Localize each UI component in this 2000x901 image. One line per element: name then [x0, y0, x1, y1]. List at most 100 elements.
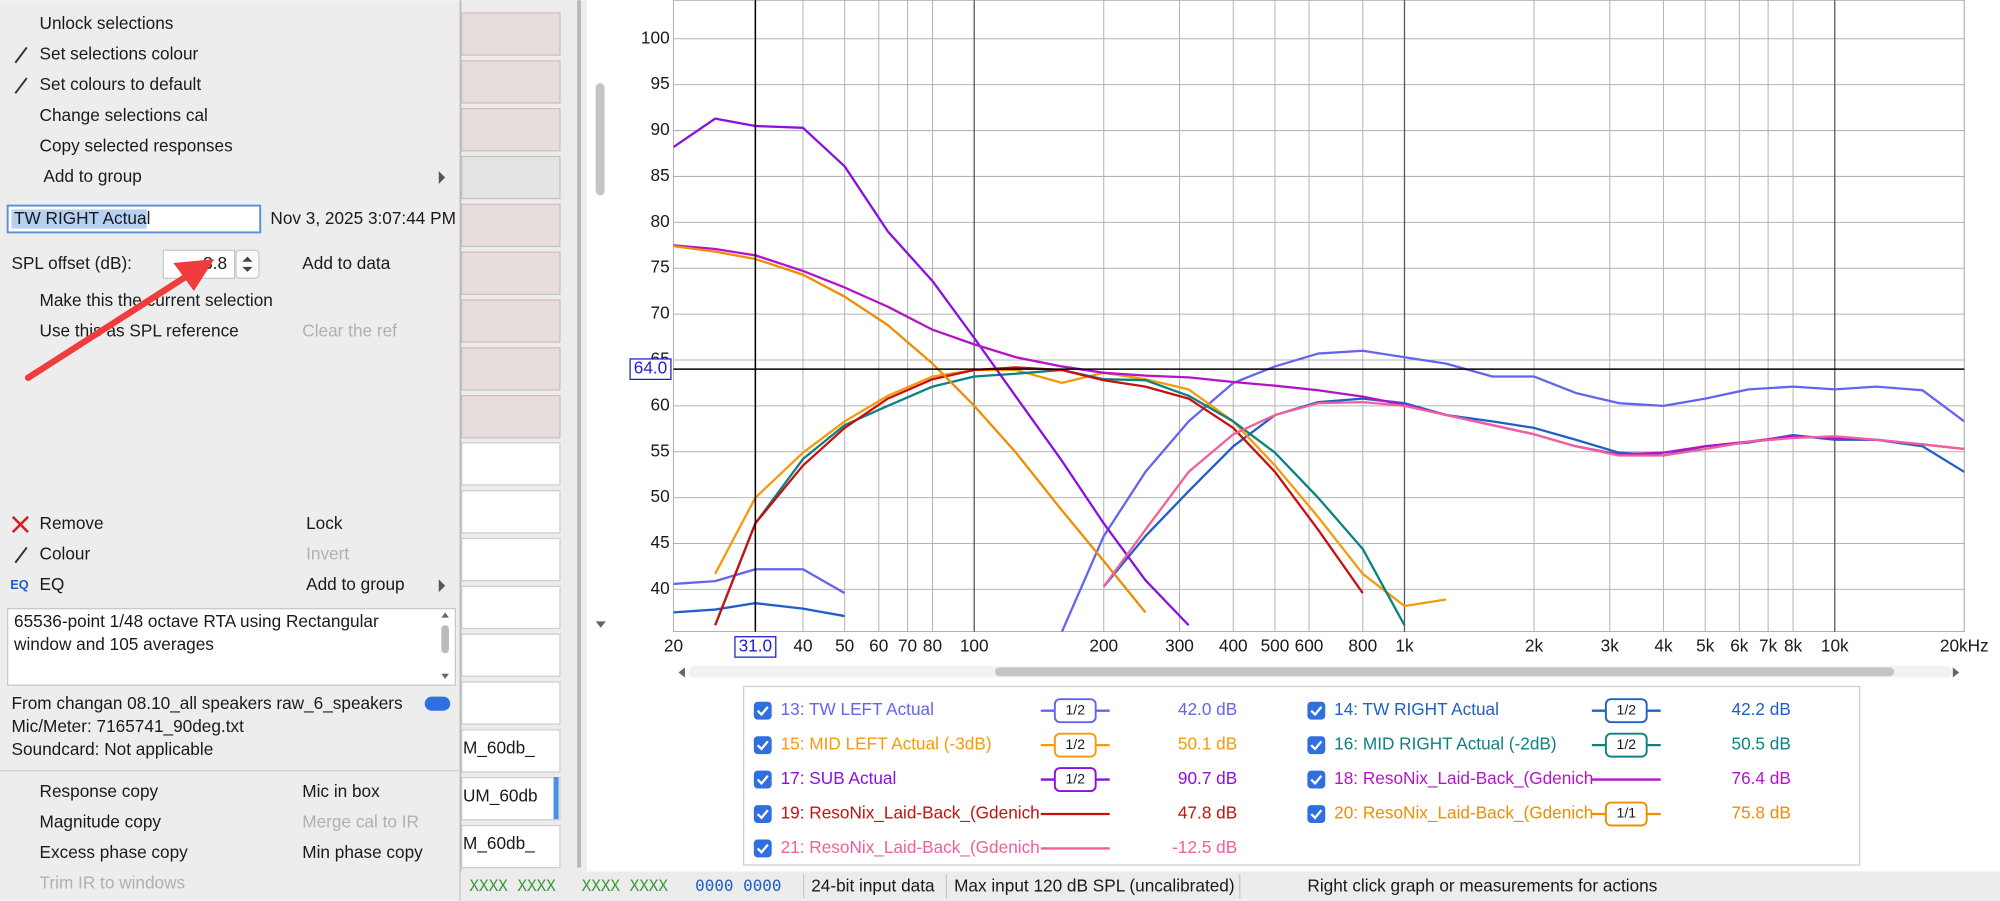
smoothing-label: 1/2 — [1617, 701, 1637, 717]
v-scroll-arrow[interactable] — [595, 621, 606, 628]
x-tick-label: 2k — [1525, 635, 1544, 655]
add-to-data-button[interactable]: Add to data — [302, 253, 390, 273]
legend-name[interactable]: 21: ResoNix_Laid-Back_(Gdenich — [781, 837, 1040, 857]
legend-level: 76.4 dB — [1732, 768, 1791, 788]
name-field-text[interactable]: TW RIGHT Actual — [14, 208, 150, 228]
legend-checkbox[interactable] — [753, 736, 772, 755]
legend-name[interactable]: 17: SUB Actual — [781, 768, 897, 788]
legend-level: 75.8 dB — [1732, 803, 1791, 823]
x-tick-label: 20 — [664, 635, 683, 655]
menu-item[interactable]: Lock — [306, 513, 343, 533]
menu-item[interactable]: Change selections cal — [40, 105, 208, 125]
smoothing-box[interactable] — [1604, 698, 1648, 724]
notes-box[interactable] — [7, 608, 456, 686]
menu-item[interactable]: Unlock selections — [40, 13, 174, 33]
menu-item[interactable]: Make this the current selection — [40, 290, 273, 310]
menu-item[interactable]: Use this as SPL reference — [40, 320, 239, 340]
list-row-label[interactable]: UM_60db — [463, 785, 538, 805]
menu-item[interactable]: Set selections colour — [40, 44, 199, 64]
legend-checkbox[interactable] — [1307, 701, 1326, 720]
list-row[interactable] — [461, 490, 561, 534]
notes-scroll-thumb[interactable] — [441, 625, 449, 654]
list-row-label[interactable]: M_60db_ — [463, 833, 535, 853]
check-mark — [1310, 775, 1323, 786]
smoothing-box[interactable] — [1604, 732, 1648, 758]
list-row[interactable] — [461, 251, 561, 295]
list-row[interactable] — [461, 585, 561, 630]
list-row[interactable] — [461, 729, 561, 773]
legend-name[interactable]: 13: TW LEFT Actual — [781, 699, 934, 719]
legend-checkbox[interactable] — [1307, 805, 1326, 823]
legend-checkbox[interactable] — [753, 805, 772, 823]
menu-item[interactable]: Mic in box — [302, 781, 380, 801]
x-tick-label: 400 — [1219, 635, 1248, 655]
legend-checkbox[interactable] — [1307, 770, 1326, 789]
legend-checkbox[interactable] — [753, 770, 772, 789]
legend-name[interactable]: 20: ResoNix_Laid-Back_(Gdenich — [1334, 803, 1593, 823]
spinner[interactable] — [235, 249, 260, 279]
list-row[interactable] — [461, 442, 561, 486]
menu-item[interactable]: Merge cal to IR — [302, 811, 419, 831]
legend-name[interactable]: 19: ResoNix_Laid-Back_(Gdenich — [781, 803, 1040, 823]
list-row[interactable] — [461, 60, 561, 104]
legend-level: 50.5 dB — [1732, 734, 1791, 754]
annotation-arrowhead — [173, 259, 215, 292]
list-row[interactable] — [461, 537, 561, 582]
list-row[interactable] — [461, 777, 561, 821]
smoothing-box[interactable] — [1053, 698, 1097, 724]
list-row[interactable] — [461, 824, 561, 869]
v-scroll-thumb[interactable] — [595, 83, 605, 196]
x-tick-label: 100 — [960, 635, 989, 655]
legend-checkbox[interactable] — [753, 839, 772, 858]
x-tick-label: 50 — [835, 635, 854, 655]
panel-content: TW RIGHT Actual Nov 3, 2025 3:07:44 PM S… — [0, 13, 461, 893]
legend-name[interactable]: 16: MID RIGHT Actual (-2dB) — [1334, 734, 1556, 754]
menu-item[interactable]: Excess phase copy — [40, 842, 189, 862]
menu-item[interactable]: Trim IR to windows — [40, 873, 186, 893]
y-tick-label: 85 — [651, 165, 670, 185]
h-scroll-thumb[interactable] — [994, 667, 1895, 677]
list-row[interactable] — [461, 108, 561, 152]
smoothing-box[interactable] — [1604, 801, 1648, 827]
menu-item[interactable]: Magnitude copy — [40, 811, 162, 831]
legend-checkbox[interactable] — [1307, 736, 1326, 755]
menu-item[interactable]: Set colours to default — [40, 74, 202, 94]
menu-item[interactable]: Add to group — [43, 166, 142, 186]
x-tick-label: 60 — [869, 635, 888, 655]
legend-name[interactable]: 18: ResoNix_Laid-Back_(Gdenich — [1334, 768, 1593, 788]
menu-item[interactable]: Copy selected responses — [40, 135, 233, 155]
x-tick-label: 600 — [1295, 635, 1324, 655]
list-row-label[interactable]: M_60db_ — [463, 738, 535, 758]
x-tick-label: 500 — [1261, 635, 1290, 655]
list-row[interactable] — [461, 12, 561, 56]
menu-item[interactable]: Response copy — [40, 781, 159, 801]
smoothing-box[interactable] — [1053, 732, 1097, 758]
toggle-icon[interactable] — [424, 696, 451, 711]
spinner-arrows — [242, 256, 253, 272]
status-text: XXXX XXXX — [582, 876, 669, 895]
menu-item[interactable]: Min phase copy — [302, 842, 423, 862]
list-row[interactable] — [461, 395, 561, 439]
timestamp: Nov 3, 2025 3:07:44 PM — [270, 208, 456, 228]
menu-item[interactable]: Invert — [306, 544, 349, 564]
legend-name[interactable]: 15: MID LEFT Actual (-3dB) — [781, 734, 992, 754]
v-scroll-track[interactable] — [568, 0, 585, 872]
legend-name[interactable]: 14: TW RIGHT Actual — [1334, 699, 1499, 719]
menu-item[interactable]: Add to group — [306, 574, 405, 594]
list-row[interactable] — [461, 347, 561, 391]
grid — [672, 0, 1965, 632]
list-row[interactable] — [461, 155, 561, 200]
list-row[interactable] — [461, 299, 561, 343]
menu-item[interactable]: EQ — [40, 574, 65, 594]
y-tick-label: 55 — [651, 440, 670, 460]
smoothing-box[interactable] — [1053, 767, 1097, 793]
menu-item[interactable]: Remove — [40, 513, 104, 533]
list-row[interactable] — [461, 633, 561, 677]
smoothing-label: 1/2 — [1066, 701, 1086, 717]
check-mark — [756, 706, 769, 717]
legend-checkbox[interactable] — [753, 701, 772, 720]
y-tick-label: 60 — [651, 394, 670, 414]
list-row[interactable] — [461, 681, 561, 725]
list-row[interactable] — [461, 203, 561, 248]
menu-item[interactable]: Colour — [40, 544, 91, 564]
